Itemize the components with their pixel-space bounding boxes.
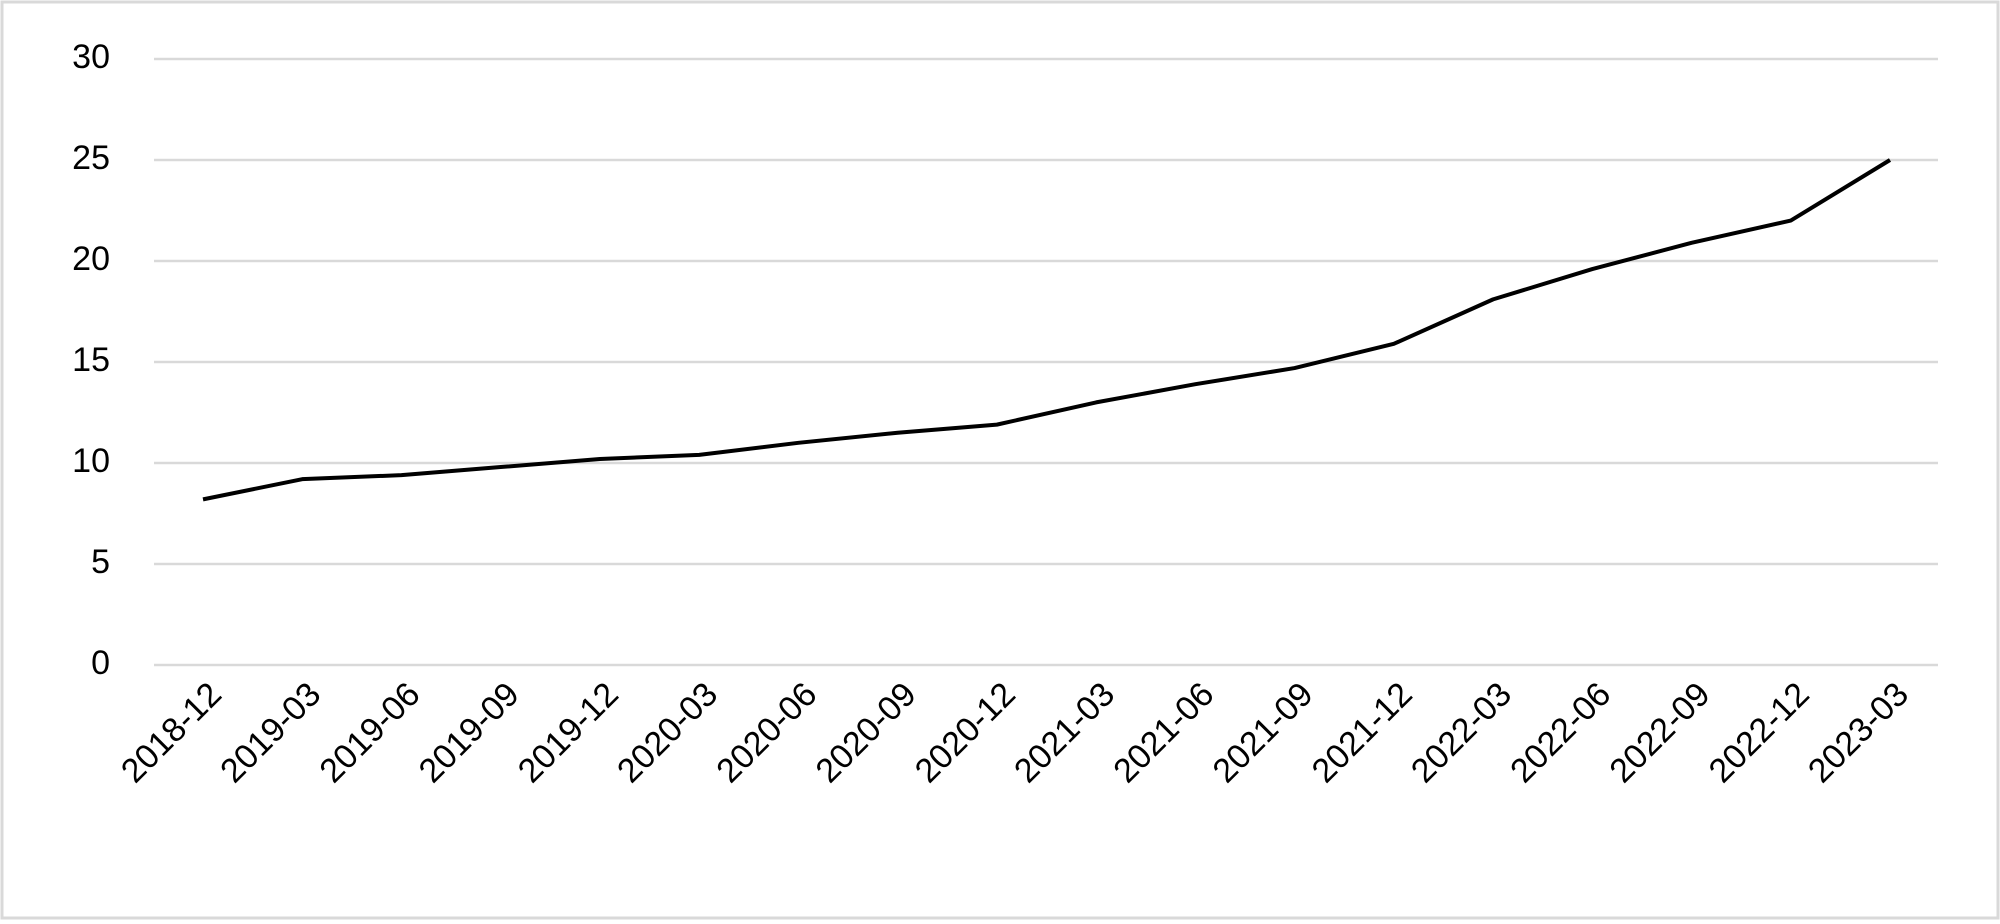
- y-tick-label: 5: [91, 543, 110, 581]
- y-tick-label: 0: [91, 644, 110, 682]
- y-tick-label: 15: [72, 341, 110, 379]
- y-tick-label: 10: [72, 442, 110, 480]
- y-tick-label: 20: [72, 240, 110, 278]
- y-tick-label: 25: [72, 139, 110, 177]
- y-tick-label: 30: [72, 38, 110, 76]
- line-series: [202, 158, 1892, 502]
